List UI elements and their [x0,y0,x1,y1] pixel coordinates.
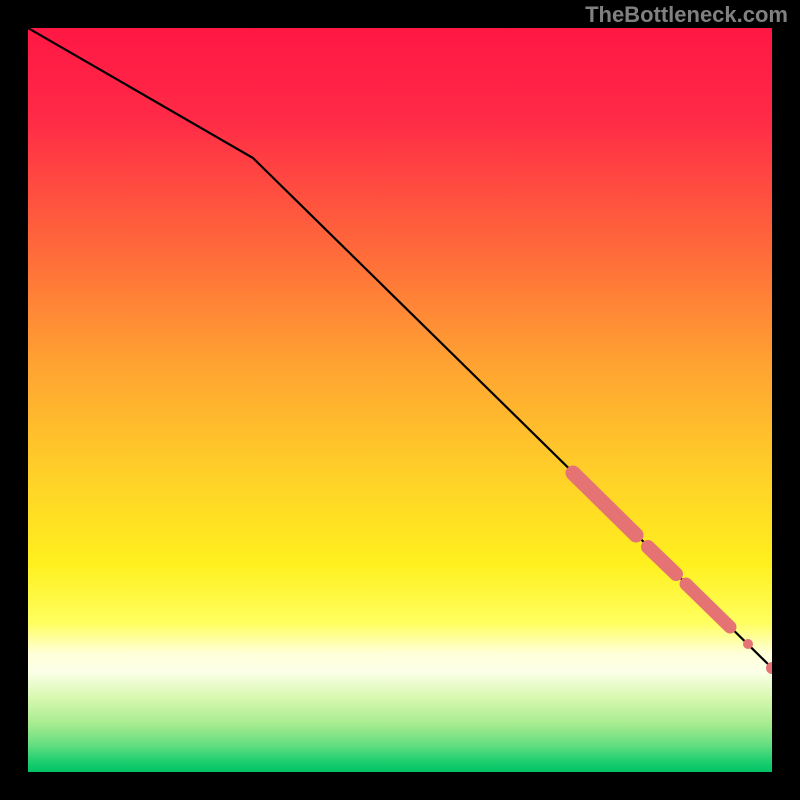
gradient-background [28,28,772,772]
watermark-label: TheBottleneck.com [585,2,788,28]
chart-svg [28,28,772,772]
chart-frame: TheBottleneck.com [0,0,800,800]
plot-area [28,28,772,772]
marker-dot [743,639,753,649]
